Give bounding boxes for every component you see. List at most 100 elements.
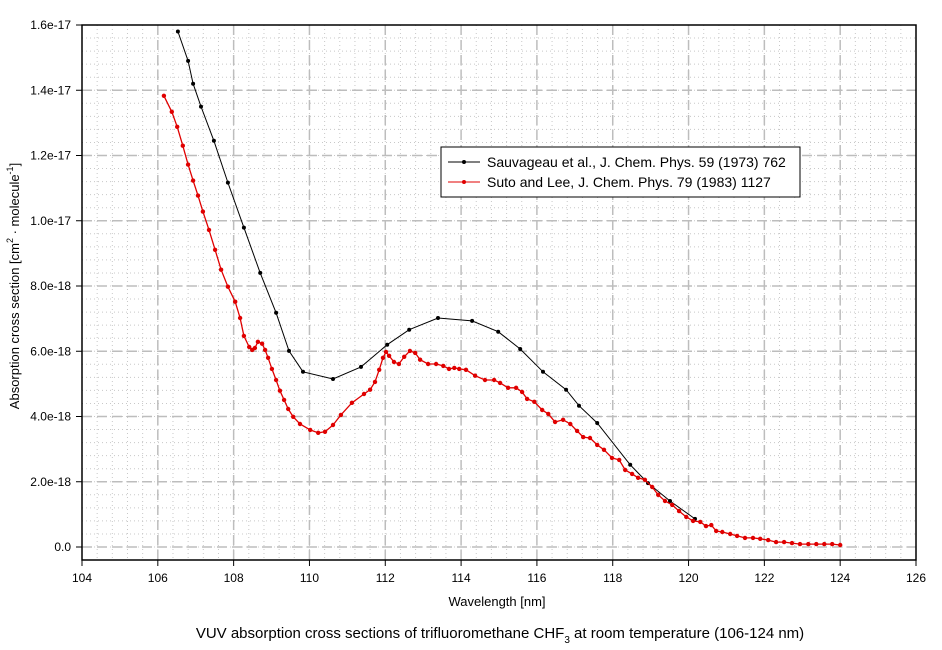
data-point [269, 366, 275, 372]
data-point [287, 348, 291, 353]
data-point [457, 366, 462, 372]
data-point [175, 29, 180, 34]
y-axis-label-main: Absorption cross section [cm [7, 243, 22, 409]
series-group [161, 29, 843, 548]
data-point [175, 124, 180, 129]
data-point [642, 477, 648, 482]
data-point [407, 348, 413, 354]
legend-box [440, 146, 801, 198]
data-point [233, 299, 238, 304]
y-axis: 0.0 2.0e-18 4.0e-18 6.0e-18 8.0e-18 1.0e-17 1.… [30, 18, 82, 554]
data-point [277, 388, 283, 393]
x-tick-label: 122 [754, 571, 774, 585]
y-axis-label: Absorption cross section [cm2 · molecule… [5, 163, 22, 409]
series-suto [161, 93, 843, 548]
data-point [814, 541, 819, 547]
data-point [524, 396, 530, 402]
data-point [259, 341, 265, 346]
data-point [225, 284, 231, 289]
data-point [623, 467, 628, 473]
data-point [698, 519, 703, 525]
data-point [391, 359, 397, 365]
data-point [211, 138, 216, 143]
data-point [581, 434, 586, 440]
y-tick-label: 8.0e-18 [30, 279, 71, 293]
chart-title-subscript: 3 [564, 635, 570, 646]
x-tick-label: 120 [679, 571, 699, 585]
data-point [789, 540, 795, 546]
x-tick-label: 108 [224, 571, 244, 585]
data-point [199, 104, 203, 109]
data-point [742, 535, 748, 541]
data-point [273, 377, 279, 383]
data-point [703, 523, 709, 529]
data-point [552, 419, 558, 425]
y-tick-label: 4.0e-18 [30, 410, 71, 424]
data-point [714, 528, 719, 534]
data-point [577, 403, 581, 408]
data-point [670, 502, 675, 508]
data-point [338, 412, 344, 418]
data-point [255, 339, 261, 344]
data-point [470, 318, 475, 323]
data-point [237, 315, 243, 321]
data-point [690, 518, 696, 524]
data-point [595, 421, 600, 425]
data-point [380, 355, 386, 360]
y-tick-label: 1.4e-17 [30, 83, 71, 97]
data-point [830, 541, 835, 547]
data-point [258, 270, 263, 275]
legend-label-suto: Suto and Lee, J. Chem. Phys. 79 (1983) 1… [487, 174, 771, 190]
data-point [195, 193, 201, 198]
chart-title-main: VUV absorption cross sections of trifluo… [196, 625, 565, 642]
data-point [497, 380, 503, 386]
data-point [372, 379, 378, 385]
y-tick-label: 6.0e-18 [30, 344, 71, 358]
data-point [773, 539, 779, 545]
x-axis: 104 106 108 110 112 114 116 118 120 122 124 126 [72, 560, 926, 585]
y-tick-label: 1.6e-17 [30, 18, 71, 32]
y-tick-label: 1.0e-17 [30, 214, 71, 228]
data-point [532, 399, 537, 404]
data-point [262, 347, 268, 353]
x-tick-label: 114 [452, 571, 471, 585]
data-point [367, 387, 373, 392]
data-point [650, 484, 655, 490]
data-point [185, 162, 191, 167]
data-point [190, 178, 196, 183]
plot-frame [81, 24, 917, 561]
data-point [595, 442, 600, 448]
data-point [656, 492, 661, 497]
chart-title: VUV absorption cross sections of trifluo… [196, 625, 804, 646]
x-tick-label: 126 [906, 571, 926, 585]
data-point [518, 347, 523, 351]
data-point [797, 541, 803, 547]
data-point [433, 361, 439, 367]
data-point [441, 363, 446, 369]
x-tick-label: 104 [72, 571, 92, 585]
data-point [806, 541, 811, 547]
data-point [359, 364, 363, 369]
y-axis-label-mid: · molecule [7, 174, 22, 238]
legend: Sauvageau et al., J. Chem. Phys. 59 (197… [440, 146, 801, 198]
data-point [519, 389, 525, 395]
data-point [463, 367, 469, 372]
data-point [169, 109, 174, 115]
data-point [297, 421, 303, 427]
data-point [407, 327, 412, 332]
data-point [252, 345, 258, 351]
data-point [635, 475, 641, 480]
legend-label-sauvageau: Sauvageau et al., J. Chem. Phys. 59 (197… [487, 154, 786, 170]
data-point [491, 377, 497, 383]
data-point [758, 536, 763, 541]
data-point [247, 344, 252, 350]
data-point [330, 422, 336, 428]
data-point [734, 533, 740, 539]
data-point [709, 522, 714, 528]
y-axis-label-sup1: 2 [5, 238, 15, 243]
data-point [601, 447, 607, 452]
y-axis-label-sup2: -1 [5, 166, 15, 174]
legend-marker-suto [462, 180, 466, 184]
data-point [241, 225, 246, 230]
data-point [322, 429, 328, 434]
